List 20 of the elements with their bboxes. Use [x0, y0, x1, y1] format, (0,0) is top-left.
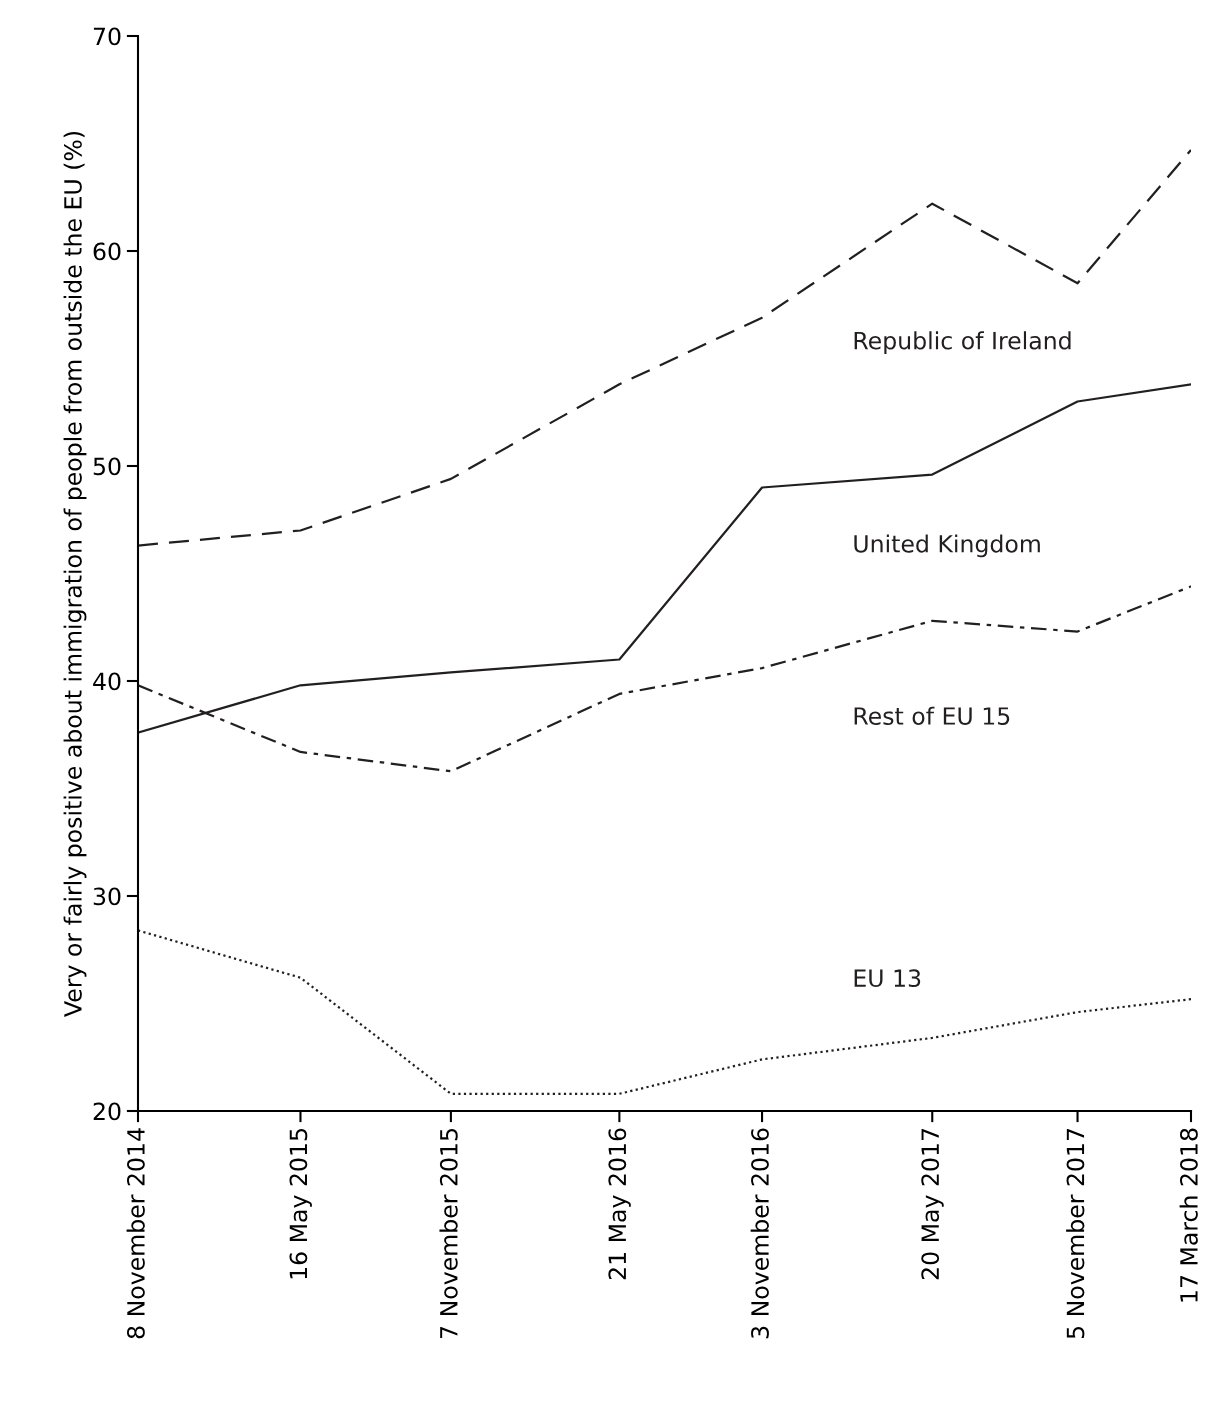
x-tick-label: 3 November 2016: [750, 1128, 769, 1339]
y-tick-label: 70: [93, 27, 121, 46]
text: Republic of Ireland: [854, 331, 1071, 355]
y-axis-title: Very or fairly positive about immigration of people from outside the EU (%): [63, 131, 87, 1017]
text: EU 13: [854, 969, 921, 988]
y-tick-label: 60: [93, 242, 121, 261]
x-tick-label: 8 November 2014: [126, 1128, 145, 1339]
text: Rest of EU 15: [854, 706, 1010, 725]
y-tick-label: 30: [93, 887, 121, 906]
y-tick-label: 20: [93, 1102, 121, 1121]
y-tick-label: 50: [93, 457, 121, 476]
x-tick-label: 5 November 2017: [1066, 1129, 1085, 1339]
x-tick-label: 7 November 2015: [439, 1129, 458, 1338]
text: United Kingdom: [854, 534, 1040, 558]
x-tick-label: 20 May 2017: [921, 1128, 944, 1280]
x-tick-label: 17 March 2018: [1179, 1128, 1198, 1302]
x-tick-label: 21 May 2016: [608, 1128, 631, 1280]
line-series: [138, 929, 1191, 1095]
y-tick-label: 40: [93, 672, 121, 691]
x-tick-label: 16 May 2015: [289, 1129, 312, 1279]
